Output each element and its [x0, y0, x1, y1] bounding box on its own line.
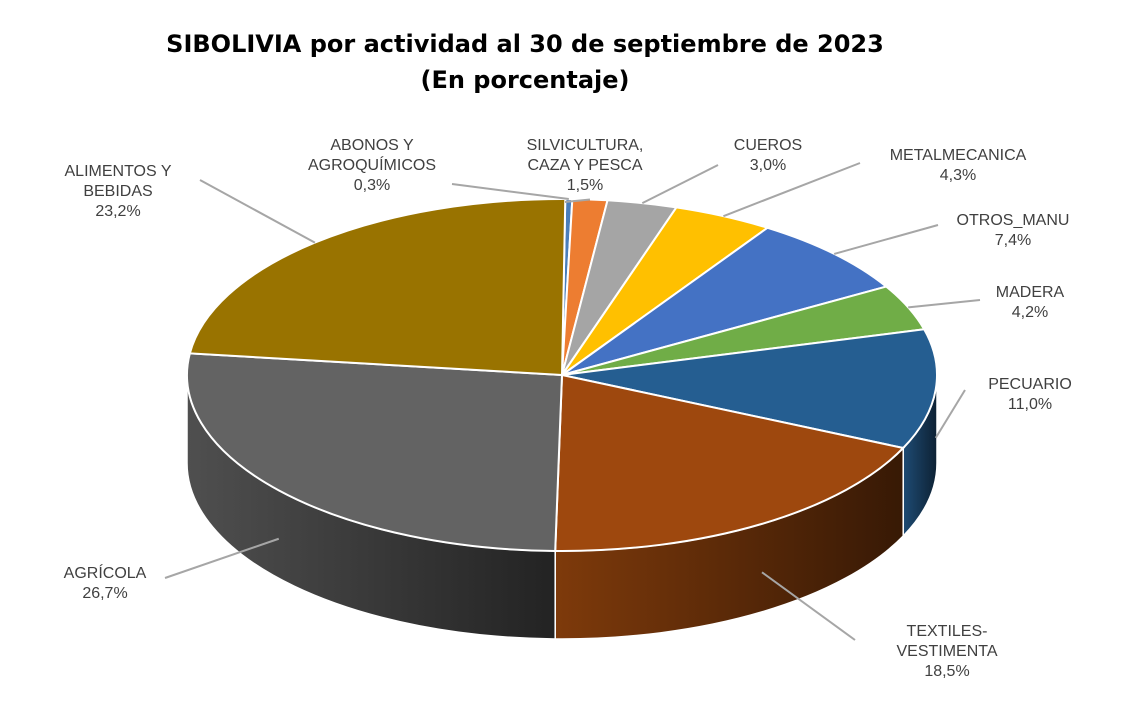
- data-label-7: TEXTILES-VESTIMENTA 18,5%: [896, 623, 997, 680]
- data-label-4: OTROS_MANU 7,4%: [957, 212, 1070, 249]
- leader-line-7: [761, 571, 856, 641]
- leader-line-0: [451, 183, 569, 201]
- chart-title: SIBOLIVIA por actividad al 30 de septiem…: [166, 30, 884, 58]
- data-label-5: MADERA 4,2%: [996, 284, 1065, 321]
- data-label-9: ALIMENTOS Y BEBIDAS 23,2%: [65, 163, 172, 220]
- pie-labels: ABONOS Y AGROQUÍMICOS 0,3% SILVICULTURA, CAZ…: [64, 137, 1072, 680]
- pie-slice-4: [561, 226, 889, 376]
- pie-slice-8: [186, 352, 564, 552]
- leader-line-6: [934, 389, 966, 439]
- pie-top: [186, 198, 938, 552]
- leader-line-1: [564, 198, 591, 203]
- pie-slice-9: [188, 198, 567, 377]
- chart-subtitle: (En porcentaje): [420, 66, 630, 94]
- pie-slice-7: [554, 373, 906, 552]
- leader-line-9: [199, 179, 316, 244]
- leader-line-4: [833, 224, 939, 255]
- leader-line-8: [164, 537, 280, 579]
- data-label-8: AGRÍCOLA 26,7%: [64, 563, 147, 602]
- data-label-2: CUEROS 3,0%: [734, 137, 802, 174]
- data-label-1: SILVICULTURA, CAZA Y PESCA 1,5%: [527, 137, 644, 194]
- data-label-6: PECUARIO 11,0%: [988, 376, 1072, 413]
- leader-line-2: [641, 164, 719, 204]
- data-label-0: ABONOS Y AGROQUÍMICOS 0,3%: [308, 137, 436, 194]
- leader-line-5: [908, 299, 981, 309]
- data-label-3: METALMECANICA 4,3%: [890, 147, 1027, 184]
- pie-slice-6: [561, 328, 938, 450]
- leader-line-3: [723, 162, 861, 218]
